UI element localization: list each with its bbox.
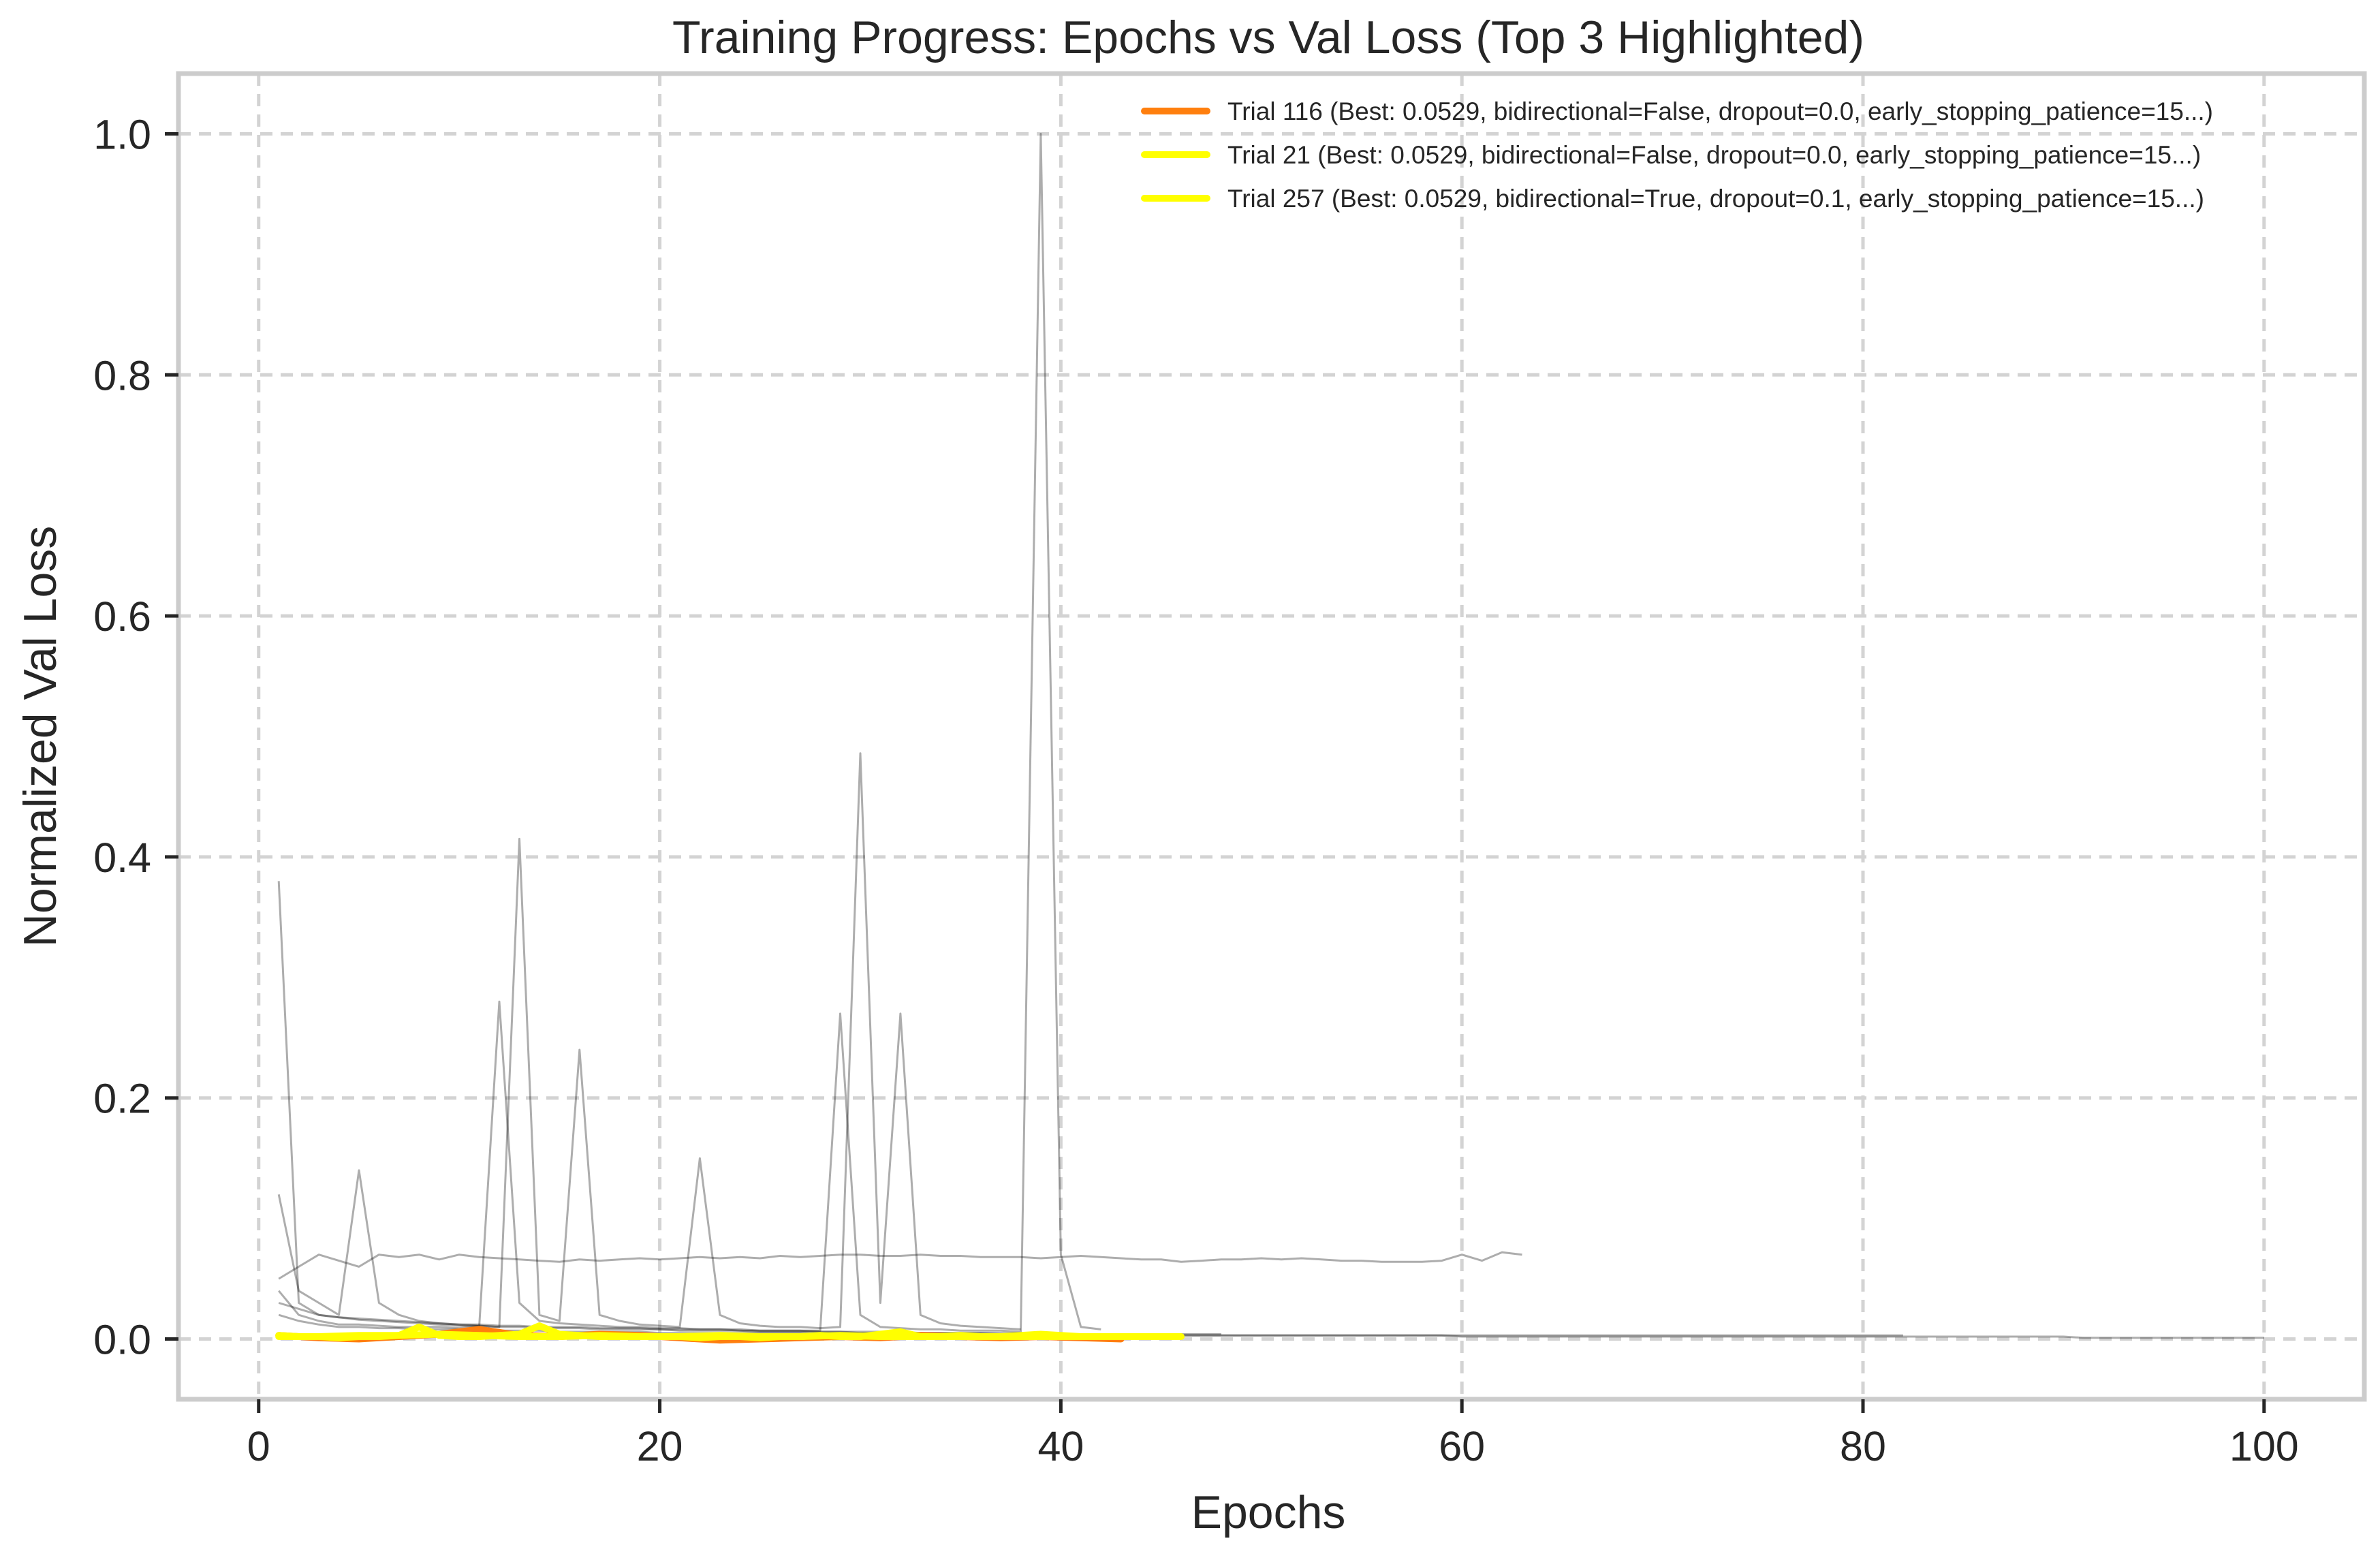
- plot-frame: [176, 71, 2367, 1402]
- grid-lines: [178, 74, 2364, 1399]
- x-axis-label: Epochs: [1191, 1486, 1346, 1538]
- background-trial-line-2: [277, 752, 1021, 1330]
- legend: Trial 116 (Best: 0.0529, bidirectional=F…: [1141, 97, 2213, 213]
- y-tick-label-4: 0.8: [93, 352, 151, 399]
- background-trial-line-3: [278, 1251, 1522, 1280]
- highlighted-trial-line-2: [275, 1330, 1165, 1340]
- y-tick-label-1: 0.2: [93, 1076, 151, 1122]
- background-trial-line-4: [278, 1302, 2264, 1339]
- legend-label-0: Trial 116 (Best: 0.0529, bidirectional=F…: [1227, 97, 2213, 125]
- x-axis-ticks: 0 20 40 60 80 100: [247, 1399, 2299, 1469]
- y-tick-label-3: 0.6: [93, 593, 151, 640]
- x-tick-label-2: 40: [1037, 1423, 1084, 1469]
- x-tick-label-4: 80: [1840, 1423, 1886, 1469]
- x-tick-label-0: 0: [247, 1423, 270, 1469]
- y-tick-label-0: 0.0: [93, 1317, 151, 1363]
- x-tick-label-3: 60: [1439, 1423, 1485, 1469]
- y-axis-label: Normalized Val Loss: [14, 526, 66, 948]
- legend-label-2: Trial 257 (Best: 0.0529, bidirectional=T…: [1227, 185, 2204, 213]
- y-tick-label-5: 1.0: [93, 111, 151, 157]
- y-tick-label-2: 0.4: [93, 835, 151, 881]
- legend-label-1: Trial 21 (Best: 0.0529, bidirectional=Fa…: [1227, 141, 2201, 169]
- x-tick-label-1: 20: [637, 1423, 683, 1469]
- series-layer: [275, 133, 2264, 1344]
- x-tick-label-5: 100: [2229, 1423, 2299, 1469]
- y-axis-ticks: 0.0 0.2 0.4 0.6 0.8 1.0: [93, 111, 178, 1363]
- chart-title: Training Progress: Epochs vs Val Loss (T…: [672, 12, 1864, 63]
